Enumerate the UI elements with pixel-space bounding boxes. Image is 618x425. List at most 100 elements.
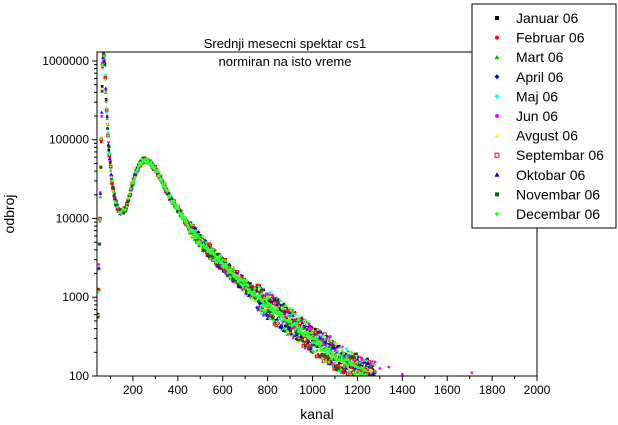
data-point — [257, 294, 262, 298]
data-point — [287, 326, 291, 330]
data-point — [259, 311, 264, 316]
data-point — [102, 52, 105, 55]
data-point — [195, 240, 199, 244]
data-point — [370, 379, 373, 382]
legend-marker — [495, 114, 499, 118]
data-point — [135, 167, 140, 172]
data-point — [165, 191, 169, 195]
data-point — [263, 302, 267, 307]
data-point — [208, 243, 213, 248]
data-point — [110, 178, 113, 181]
y-tick-label: 10000 — [56, 211, 90, 225]
data-point — [356, 364, 360, 368]
data-point — [99, 136, 104, 140]
series-septembar-06 — [97, 53, 377, 385]
legend-label: Decembar 06 — [516, 206, 600, 222]
data-point — [98, 243, 101, 246]
data-point — [289, 329, 293, 332]
data-point — [371, 372, 376, 376]
data-point — [362, 358, 366, 362]
data-point — [359, 378, 363, 382]
data-point — [300, 320, 305, 325]
legend-marker — [494, 211, 500, 217]
legend-label: April 06 — [516, 69, 564, 85]
data-point — [139, 159, 143, 162]
data-point — [104, 106, 109, 111]
data-point — [371, 362, 376, 366]
data-point — [355, 360, 359, 364]
data-point — [275, 307, 280, 312]
data-point — [284, 329, 287, 333]
data-point — [140, 160, 145, 165]
y-tick-label: 100 — [69, 369, 89, 383]
data-point — [340, 348, 345, 353]
data-point — [278, 325, 282, 329]
data-point — [280, 324, 285, 329]
data-point — [347, 369, 351, 374]
data-point — [323, 353, 326, 356]
x-tick-label: 1800 — [479, 383, 506, 397]
data-point — [285, 324, 288, 328]
data-point — [250, 290, 255, 295]
data-point — [372, 370, 377, 374]
data-point — [280, 310, 283, 313]
data-point — [255, 293, 260, 298]
data-point — [373, 360, 377, 364]
data-point — [102, 54, 106, 58]
data-point — [214, 256, 219, 260]
data-point — [319, 330, 324, 334]
data-point — [366, 357, 369, 361]
data-point — [299, 334, 303, 338]
data-point — [103, 73, 108, 77]
data-point — [253, 286, 257, 291]
data-point — [123, 208, 128, 212]
data-point — [132, 179, 136, 184]
data-point — [372, 363, 377, 367]
data-point — [99, 168, 103, 172]
data-point — [195, 233, 200, 237]
outlier-point — [400, 372, 404, 376]
data-point — [274, 299, 278, 302]
data-point — [373, 381, 376, 384]
data-point — [275, 303, 279, 307]
data-point — [239, 283, 244, 287]
data-point — [352, 372, 357, 376]
data-point — [291, 313, 295, 317]
data-point — [225, 264, 230, 269]
outlier-points — [284, 315, 474, 376]
data-point — [293, 312, 298, 317]
data-point — [222, 263, 227, 268]
data-point — [297, 338, 301, 342]
data-point — [312, 340, 317, 345]
data-point — [184, 220, 189, 224]
outlier-point — [333, 349, 337, 353]
data-point — [275, 318, 279, 321]
series-top-layer — [131, 157, 369, 376]
data-point — [107, 140, 110, 144]
data-point — [103, 90, 108, 94]
data-point — [150, 161, 154, 165]
data-point — [106, 127, 109, 131]
data-point — [320, 352, 324, 356]
data-point — [329, 352, 334, 357]
data-point — [324, 349, 328, 353]
data-point — [366, 377, 369, 380]
data-point — [99, 166, 103, 169]
data-point — [344, 346, 349, 351]
data-point — [301, 333, 306, 338]
data-point — [132, 177, 137, 181]
plot-points — [97, 52, 474, 388]
data-point — [160, 179, 164, 184]
series-decembar-06 — [97, 54, 377, 376]
data-point — [372, 382, 375, 385]
data-point — [234, 276, 238, 280]
data-point — [297, 317, 302, 321]
data-point — [372, 385, 376, 388]
data-point — [271, 319, 276, 323]
data-point — [203, 248, 206, 252]
data-point — [316, 327, 320, 332]
data-point — [262, 297, 266, 302]
data-point — [310, 340, 315, 345]
data-point — [294, 321, 299, 326]
data-point — [319, 345, 323, 350]
